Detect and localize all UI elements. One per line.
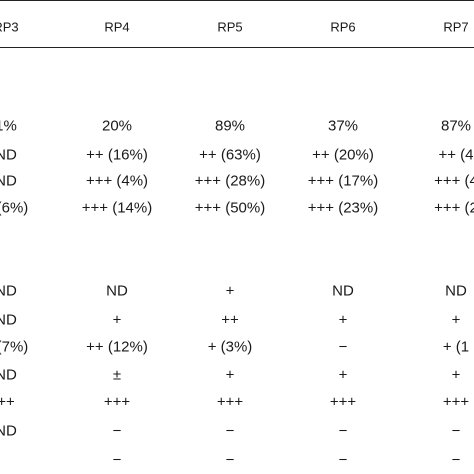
column-header-rp3: RP3 (0, 19, 19, 35)
table-cell: ± (112, 366, 122, 384)
table-cell: − (338, 451, 348, 469)
table-cell: +++ (103, 393, 131, 411)
table-cell: − (451, 451, 461, 469)
table-cell: +++ (329, 393, 357, 411)
table-cell: + (225, 282, 235, 300)
table-cell: +++ (17%) (307, 172, 379, 190)
table-cell: − (112, 451, 122, 469)
table-cell: +++ (4 (434, 172, 474, 190)
table-cell: +++ (23%) (307, 199, 379, 217)
table-cell: 37% (327, 117, 359, 135)
column-header-rp5: RP5 (217, 19, 243, 35)
table-cell: − (225, 451, 235, 469)
table-cell: + (225, 366, 235, 384)
table-top-rule (0, 0, 474, 1)
table-cell: ND (445, 282, 467, 300)
table-cell: +++ (28%) (194, 172, 266, 190)
table-cell: ND (106, 282, 128, 300)
table-cell: +++ (4%) (85, 172, 149, 190)
table-cell: + (112, 311, 122, 329)
table-cell: +++ (14%) (81, 199, 153, 217)
table-cell: − (451, 422, 461, 440)
table-cell: ND (0, 366, 17, 384)
column-header-rp7: RP7 (443, 19, 469, 35)
table-cell: + (451, 366, 461, 384)
table-cell: ++ (4 (438, 146, 474, 164)
table-cell: 89% (214, 117, 246, 135)
table-cell: 1% (0, 117, 17, 135)
table-cell: ++ (63%) (199, 146, 261, 164)
table-cell: + (451, 311, 461, 329)
table-cell: + (1 (442, 338, 470, 356)
column-header-rp4: RP4 (104, 19, 130, 35)
table-cell: + (6%) (0, 199, 29, 217)
table-cell: ND (332, 282, 354, 300)
table-cell: ++ (16%) (86, 146, 148, 164)
table-cell: + (3%) (207, 338, 253, 356)
table-cell: ++ (0, 393, 15, 411)
table-cell: − (338, 338, 348, 356)
header-bottom-rule (0, 47, 474, 48)
table-cell: ND (0, 172, 17, 190)
table-cell: ND (0, 282, 17, 300)
table-cell: ND (0, 422, 17, 440)
table-cell: 20% (101, 117, 133, 135)
table-cell: − (112, 422, 122, 440)
table-cell: ND (0, 311, 17, 329)
table-cell: − (338, 422, 348, 440)
table-cell: ++ (221, 311, 239, 329)
table-cell: + (338, 366, 348, 384)
table-cell: ND (0, 146, 17, 164)
table-cell: ++ (20%) (312, 146, 374, 164)
table-cell: +++ (2 (434, 199, 474, 217)
table-cell: + (338, 311, 348, 329)
table-cell: +++ (216, 393, 244, 411)
table-cell: ++ (12%) (86, 338, 148, 356)
table-cell: +++ (50%) (194, 199, 266, 217)
table-cell: +++ (442, 393, 470, 411)
column-header-rp6: RP6 (330, 19, 356, 35)
table-cell: 87% (440, 117, 472, 135)
table-cell: + (7%) (0, 338, 29, 356)
table-cell: − (225, 422, 235, 440)
